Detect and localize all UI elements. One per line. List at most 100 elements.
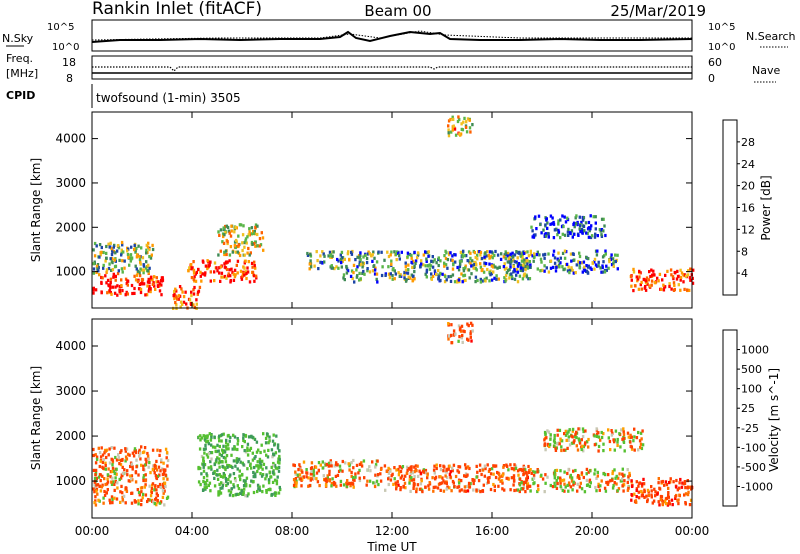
heatmap-cell bbox=[278, 458, 281, 462]
heatmap-cell bbox=[148, 498, 151, 502]
heatmap-cell bbox=[546, 226, 549, 230]
heatmap-cell bbox=[512, 474, 516, 478]
heatmap-cell bbox=[441, 272, 444, 276]
heatmap-cell bbox=[232, 472, 236, 476]
heatmap-cell bbox=[245, 476, 249, 480]
heatmap-cell bbox=[391, 277, 394, 281]
heatmap-cell bbox=[563, 215, 566, 219]
heatmap-cell bbox=[510, 467, 513, 471]
heatmap-cell bbox=[687, 269, 690, 273]
heatmap-cell bbox=[190, 276, 194, 280]
heatmap-cell bbox=[345, 267, 349, 271]
heatmap-cell bbox=[399, 486, 402, 490]
heatmap-cell bbox=[213, 279, 216, 283]
heatmap-cell bbox=[563, 470, 566, 474]
heatmap-cell bbox=[428, 481, 431, 485]
heatmap-cell bbox=[464, 466, 468, 470]
heatmap-cell bbox=[590, 234, 594, 238]
heatmap-cell bbox=[267, 481, 271, 485]
heatmap-cell bbox=[349, 481, 353, 486]
heatmap-cell bbox=[387, 482, 390, 487]
heatmap-cell bbox=[196, 292, 199, 296]
heatmap-cell bbox=[175, 295, 178, 299]
heatmap-cell bbox=[387, 265, 390, 269]
heatmap-cell bbox=[225, 267, 229, 272]
heatmap-cell bbox=[225, 454, 229, 458]
heatmap-cell bbox=[223, 262, 226, 266]
heatmap-cell bbox=[148, 461, 151, 465]
heatmap-cell bbox=[557, 251, 560, 255]
heatmap-cell bbox=[205, 453, 209, 457]
heatmap-cell bbox=[456, 280, 459, 284]
heatmap-cell bbox=[379, 472, 382, 476]
heatmap-cell bbox=[505, 463, 508, 467]
heatmap-cell bbox=[203, 447, 206, 451]
heatmap-cell bbox=[116, 244, 120, 248]
heatmap-cell bbox=[351, 249, 354, 254]
heatmap-cell bbox=[616, 267, 619, 271]
heatmap-cell bbox=[468, 466, 471, 471]
heatmap-cell bbox=[229, 245, 233, 249]
heatmap-cell bbox=[358, 271, 361, 275]
heatmap-cell bbox=[360, 461, 363, 465]
heatmap-cell bbox=[570, 229, 574, 233]
heatmap-cell bbox=[94, 461, 98, 465]
colorbar-tick-label: -100 bbox=[741, 441, 766, 454]
heatmap-cell bbox=[652, 273, 655, 277]
heatmap-cell bbox=[457, 324, 461, 328]
colorbar-tick-label: 4 bbox=[741, 267, 748, 280]
heatmap-cell bbox=[110, 482, 114, 486]
heatmap-cell bbox=[398, 465, 401, 469]
heatmap-cell bbox=[109, 283, 112, 287]
heatmap-cell bbox=[604, 249, 607, 253]
heatmap-cell bbox=[341, 469, 344, 473]
heatmap-cell bbox=[213, 270, 216, 274]
heatmap-cell bbox=[220, 481, 223, 485]
heatmap-cell bbox=[448, 253, 451, 257]
heatmap-cell bbox=[479, 280, 483, 284]
heatmap-cell bbox=[264, 441, 268, 445]
heatmap-cell bbox=[206, 436, 209, 440]
heatmap-cell bbox=[368, 252, 371, 256]
heatmap-cell bbox=[622, 436, 626, 440]
heatmap-cell bbox=[262, 248, 265, 252]
heatmap-cell bbox=[426, 476, 429, 480]
heatmap-cell bbox=[270, 493, 273, 497]
heatmap-cell bbox=[508, 268, 511, 272]
freq-label-line1: Freq. bbox=[6, 52, 33, 65]
heatmap-cell bbox=[245, 271, 248, 275]
heatmap-cell bbox=[206, 259, 209, 263]
heatmap-cell bbox=[242, 492, 245, 496]
heatmap-cell bbox=[178, 285, 182, 289]
heatmap-cell bbox=[460, 122, 463, 126]
heatmap-cell bbox=[389, 478, 393, 482]
heatmap-cell bbox=[426, 472, 429, 476]
heatmap-cell bbox=[448, 464, 451, 468]
heatmap-cell bbox=[578, 441, 582, 445]
heatmap-cell bbox=[162, 468, 165, 472]
heatmap-cell bbox=[565, 438, 568, 442]
heatmap-cell bbox=[580, 487, 584, 491]
heatmap-cell bbox=[310, 469, 313, 473]
heatmap-cell bbox=[446, 258, 450, 262]
heatmap-cell bbox=[425, 268, 429, 272]
heatmap-cell bbox=[679, 288, 682, 292]
heatmap-cell bbox=[481, 489, 484, 493]
heatmap-cell bbox=[641, 429, 644, 433]
heatmap-cell bbox=[148, 280, 151, 284]
heatmap-cell bbox=[439, 481, 442, 485]
heatmap-cell bbox=[391, 274, 394, 278]
heatmap-cell bbox=[368, 465, 371, 469]
heatmap-cell bbox=[225, 252, 228, 257]
heatmap-cell bbox=[267, 488, 270, 492]
heatmap-cell bbox=[512, 264, 515, 268]
heatmap-cell bbox=[102, 266, 105, 270]
heatmap-cell bbox=[505, 271, 509, 275]
heatmap-cell bbox=[230, 453, 233, 457]
heatmap-cell bbox=[97, 475, 101, 479]
heatmap-cell bbox=[669, 477, 672, 481]
heatmap-cell bbox=[518, 477, 522, 481]
heatmap-cell bbox=[582, 445, 585, 449]
heatmap-cell bbox=[124, 455, 128, 459]
heatmap-cell bbox=[436, 486, 440, 490]
